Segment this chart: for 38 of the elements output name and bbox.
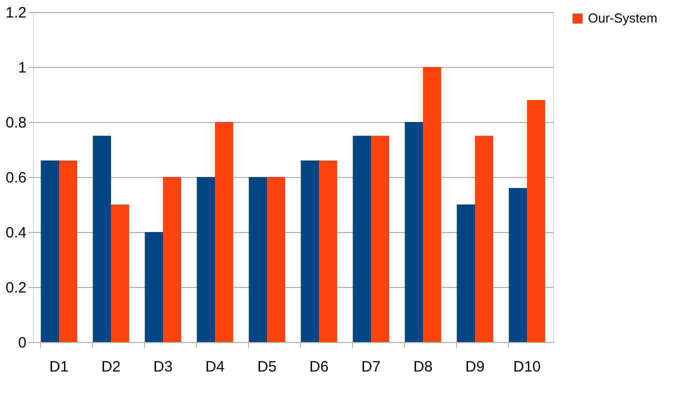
bar <box>196 177 215 342</box>
bar <box>215 122 234 342</box>
x-tick-label: D6 <box>309 358 329 376</box>
y-tick-label: 1 <box>18 60 26 76</box>
x-tick-label: D9 <box>465 358 485 376</box>
bar <box>300 160 319 342</box>
bar <box>59 160 78 342</box>
bar <box>267 177 286 342</box>
bar <box>319 160 338 342</box>
bar <box>92 136 111 342</box>
y-tick-label: 0.8 <box>6 114 26 132</box>
x-tick-label: D5 <box>257 358 277 376</box>
y-tick-label: 0 <box>18 334 26 352</box>
bar <box>163 177 182 342</box>
x-tick-label: D2 <box>101 358 121 376</box>
legend-label: Our-System <box>588 10 658 26</box>
x-tick-label: D8 <box>413 358 433 376</box>
x-tick-label: D1 <box>49 358 69 376</box>
y-tick-label: 0.6 <box>6 170 26 186</box>
bar <box>144 232 163 342</box>
bar <box>475 136 494 342</box>
bar <box>248 177 267 342</box>
bar <box>527 100 546 342</box>
x-tick-label: D7 <box>361 358 381 376</box>
y-tick-label: 0.2 <box>6 280 26 296</box>
x-tick-label: D4 <box>205 358 225 376</box>
bar <box>404 122 423 342</box>
y-tick-label: 1.2 <box>6 4 26 22</box>
bar <box>423 67 442 342</box>
x-tick-label: D3 <box>153 358 173 376</box>
y-tick-label: 0.4 <box>6 224 26 242</box>
bar <box>352 136 371 342</box>
bar <box>40 160 59 342</box>
bar <box>456 204 475 342</box>
bar <box>508 188 527 342</box>
bar <box>371 136 390 342</box>
bar <box>111 204 130 342</box>
x-tick-label: D10 <box>513 358 541 376</box>
